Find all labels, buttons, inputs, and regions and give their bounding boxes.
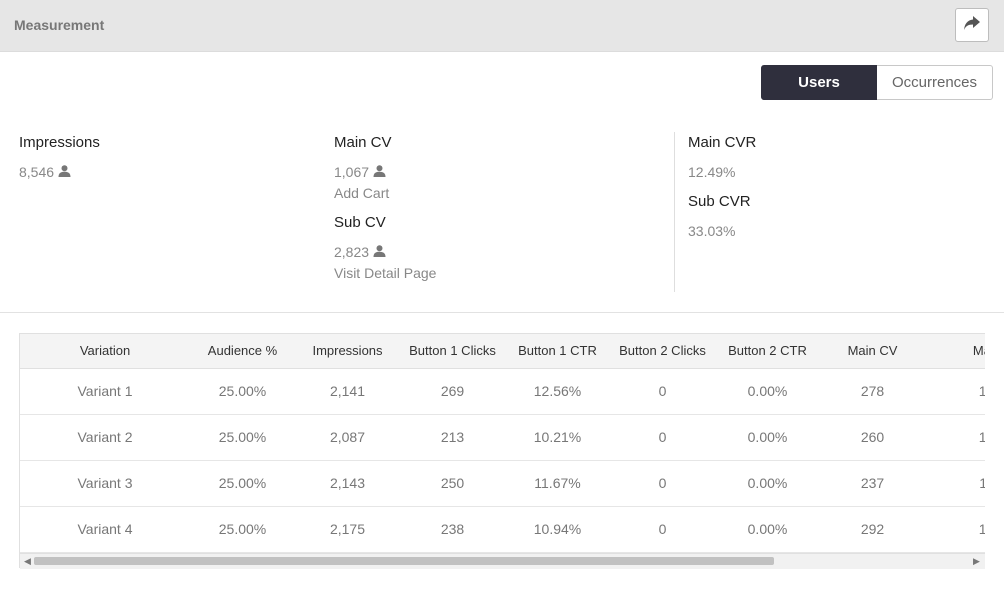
table-cell: 0 xyxy=(610,368,715,415)
variation-table: Variation Audience % Impressions Button … xyxy=(20,334,985,553)
impressions-value-row: 8,546 xyxy=(19,164,71,180)
column-header[interactable]: Button 2 CTR xyxy=(715,334,820,369)
column-header[interactable]: Button 2 Clicks xyxy=(610,334,715,369)
person-icon xyxy=(373,244,386,260)
table-cell: 11.67% xyxy=(505,460,610,507)
table-cell: 213 xyxy=(400,414,505,461)
table-cell: 11.06% xyxy=(925,460,985,507)
table-cell: 0.00% xyxy=(715,368,820,415)
table-cell: 278 xyxy=(820,368,925,415)
table-cell: 250 xyxy=(400,460,505,507)
occurrences-toggle-button[interactable]: Occurrences xyxy=(877,65,993,100)
table-cell: 10.21% xyxy=(505,414,610,461)
table-cell: 237 xyxy=(820,460,925,507)
main-cvr-label: Main CVR xyxy=(688,134,757,151)
main-cv-event-name: Add Cart xyxy=(334,185,390,201)
table-row: Variant 2 25.00% 2,087 213 10.21% 0 0.00… xyxy=(20,414,985,461)
table-cell: 238 xyxy=(400,506,505,553)
sub-cv-value-row: 2,823 xyxy=(334,244,386,260)
table-cell: 260 xyxy=(820,414,925,461)
metrics-divider xyxy=(674,132,675,292)
page-title: Measurement xyxy=(14,17,105,33)
table-row: Variant 1 25.00% 2,141 269 12.56% 0 0.00… xyxy=(20,368,985,415)
scrollbar-thumb[interactable] xyxy=(34,557,774,565)
table-cell: 25.00% xyxy=(190,506,295,553)
table-cell: Variant 2 xyxy=(20,414,190,461)
table-cell: 0 xyxy=(610,506,715,553)
table-cell: 12.46% xyxy=(925,414,985,461)
table-cell: 2,141 xyxy=(295,368,400,415)
column-header[interactable]: Variation xyxy=(20,334,190,369)
table-cell: 25.00% xyxy=(190,414,295,461)
scroll-right-arrow-icon[interactable]: ▶ xyxy=(973,556,980,566)
table-cell: 0.00% xyxy=(715,460,820,507)
table-cell: Variant 1 xyxy=(20,368,190,415)
table-row: Variant 3 25.00% 2,143 250 11.67% 0 0.00… xyxy=(20,460,985,507)
table-cell: 10.94% xyxy=(505,506,610,553)
table-cell: 292 xyxy=(820,506,925,553)
table-cell: 0 xyxy=(610,460,715,507)
table-row: Variant 4 25.00% 2,175 238 10.94% 0 0.00… xyxy=(20,506,985,553)
table-cell: 12.56% xyxy=(505,368,610,415)
sub-cv-event-name: Visit Detail Page xyxy=(334,265,437,281)
table-cell: 25.00% xyxy=(190,368,295,415)
share-button[interactable] xyxy=(955,8,989,42)
table-cell: 25.00% xyxy=(190,460,295,507)
column-header[interactable]: Impressions xyxy=(295,334,400,369)
table-cell: Variant 4 xyxy=(20,506,190,553)
sub-cv-label: Sub CV xyxy=(334,214,386,231)
sub-cvr-value: 33.03% xyxy=(688,223,736,239)
sub-cvr-label: Sub CVR xyxy=(688,193,751,210)
page-header: Measurement xyxy=(0,0,1004,52)
table-cell: 13.43% xyxy=(925,506,985,553)
person-icon xyxy=(58,164,71,180)
sub-cv-value: 2,823 xyxy=(334,244,370,260)
main-cv-value-row: 1,067 xyxy=(334,164,386,180)
table-cell: 269 xyxy=(400,368,505,415)
section-divider xyxy=(0,312,1004,313)
person-icon xyxy=(373,164,386,180)
table-header-row: Variation Audience % Impressions Button … xyxy=(20,334,985,369)
main-cv-label: Main CV xyxy=(334,134,392,151)
share-arrow-icon xyxy=(963,15,981,36)
main-cv-value: 1,067 xyxy=(334,164,370,180)
impressions-value: 8,546 xyxy=(19,164,55,180)
horizontal-scrollbar[interactable]: ◀ ▶ xyxy=(20,553,985,569)
column-header[interactable]: Button 1 CTR xyxy=(505,334,610,369)
table-cell: 0.00% xyxy=(715,506,820,553)
variation-table-container: Variation Audience % Impressions Button … xyxy=(19,333,985,568)
users-toggle-button[interactable]: Users xyxy=(761,65,877,100)
table-cell: 2,143 xyxy=(295,460,400,507)
table-cell: 12.98% xyxy=(925,368,985,415)
table-cell: 2,087 xyxy=(295,414,400,461)
metric-mode-toggle: Users Occurrences xyxy=(761,65,993,100)
table-cell: 2,175 xyxy=(295,506,400,553)
main-cvr-value: 12.49% xyxy=(688,164,736,180)
column-header[interactable]: Audience % xyxy=(190,334,295,369)
column-header[interactable]: Main CV xyxy=(820,334,925,369)
table-cell: 0 xyxy=(610,414,715,461)
scroll-left-arrow-icon[interactable]: ◀ xyxy=(24,556,31,566)
table-cell: Variant 3 xyxy=(20,460,190,507)
column-header[interactable]: Button 1 Clicks xyxy=(400,334,505,369)
impressions-label: Impressions xyxy=(19,134,100,151)
column-header[interactable]: Main CVR xyxy=(925,334,985,369)
table-cell: 0.00% xyxy=(715,414,820,461)
